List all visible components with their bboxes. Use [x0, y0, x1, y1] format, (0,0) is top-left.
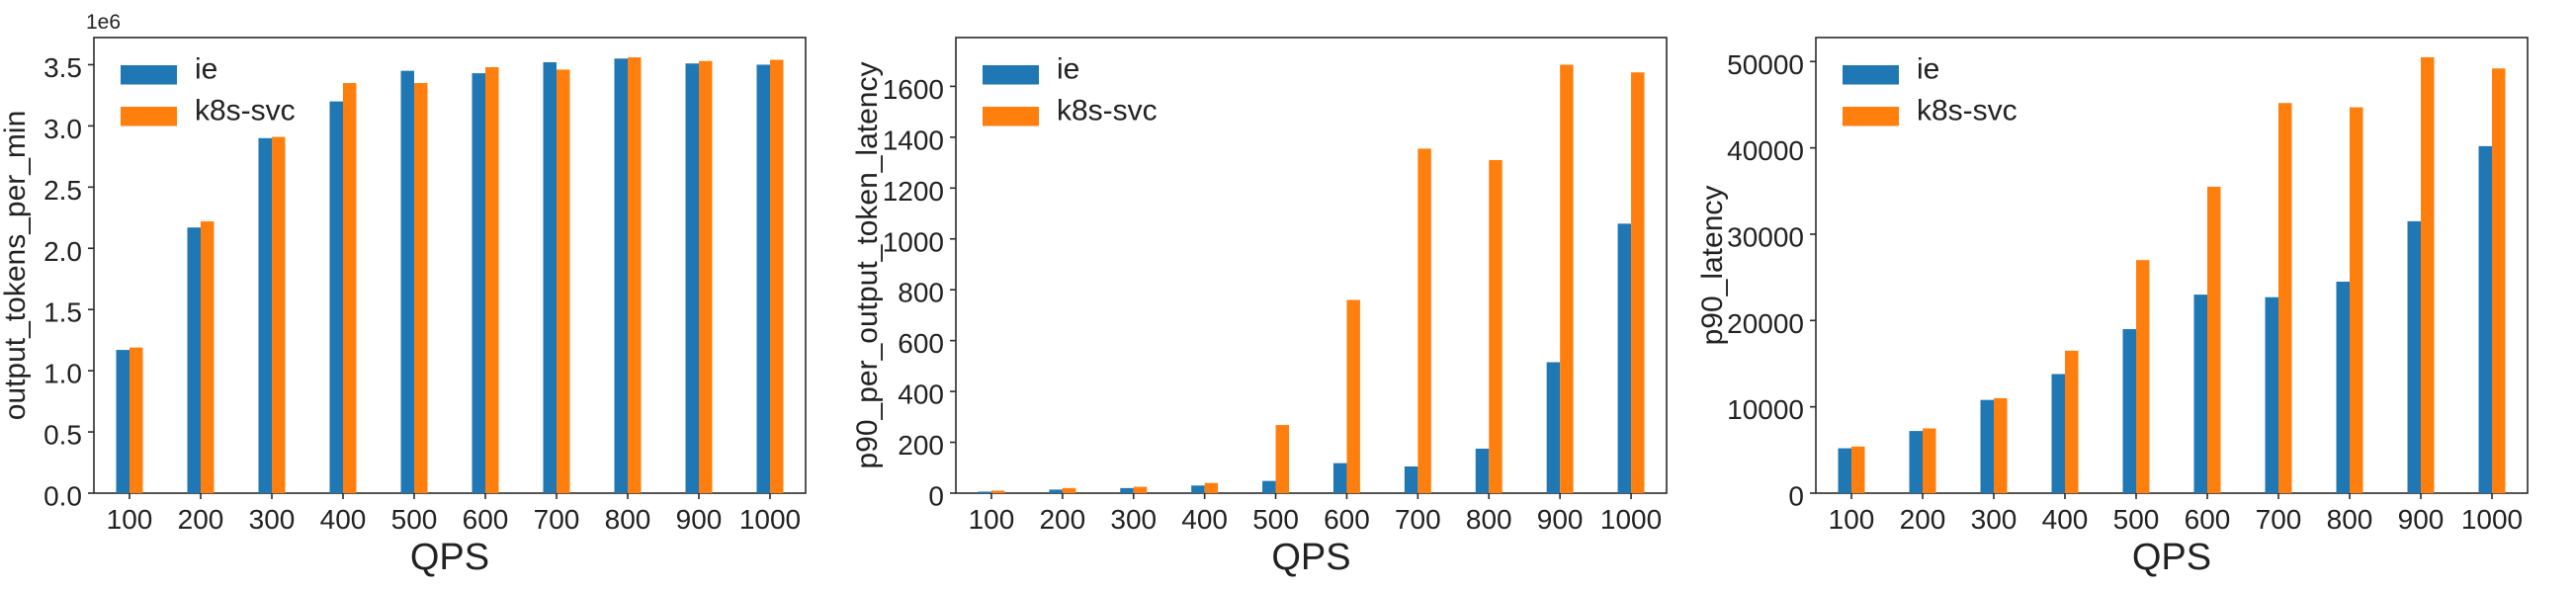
svg-text:0: 0 — [1788, 481, 1804, 512]
svg-text:1e6: 1e6 — [86, 11, 121, 34]
svg-text:100: 100 — [1829, 504, 1875, 535]
svg-text:300: 300 — [249, 504, 296, 535]
svg-text:10000: 10000 — [1727, 394, 1804, 425]
svg-text:1400: 1400 — [883, 125, 944, 155]
svg-text:ie: ie — [1917, 53, 1939, 86]
svg-text:1.0: 1.0 — [43, 359, 82, 389]
svg-text:30000: 30000 — [1727, 221, 1804, 252]
svg-text:400: 400 — [898, 379, 944, 410]
svg-text:900: 900 — [1537, 504, 1584, 535]
svg-text:800: 800 — [898, 278, 944, 308]
svg-text:ie: ie — [1057, 53, 1079, 86]
svg-text:200: 200 — [1900, 504, 1946, 535]
svg-text:1200: 1200 — [883, 176, 944, 207]
svg-text:800: 800 — [2327, 504, 2373, 535]
svg-text:600: 600 — [898, 328, 944, 359]
svg-text:k8s-svc: k8s-svc — [195, 95, 296, 127]
svg-text:p90_latency: p90_latency — [1696, 186, 1729, 346]
svg-text:1000: 1000 — [739, 504, 801, 535]
svg-text:40000: 40000 — [1727, 135, 1804, 166]
svg-text:200: 200 — [898, 430, 944, 461]
svg-text:500: 500 — [1252, 504, 1299, 535]
svg-text:0: 0 — [928, 481, 944, 512]
svg-text:3.0: 3.0 — [43, 114, 82, 144]
svg-text:600: 600 — [2185, 504, 2231, 535]
svg-text:300: 300 — [1971, 504, 2018, 535]
svg-text:2.5: 2.5 — [43, 175, 82, 206]
svg-text:700: 700 — [1395, 504, 1441, 535]
svg-text:900: 900 — [2398, 504, 2445, 535]
svg-text:QPS: QPS — [410, 537, 489, 578]
svg-text:p90_per_output_token_latency: p90_per_output_token_latency — [851, 61, 884, 468]
svg-text:100: 100 — [107, 504, 153, 535]
svg-text:400: 400 — [320, 504, 367, 535]
svg-text:ie: ie — [195, 53, 217, 86]
svg-text:800: 800 — [605, 504, 651, 535]
svg-text:0.0: 0.0 — [43, 481, 82, 512]
svg-text:1000: 1000 — [2461, 504, 2523, 535]
svg-text:100: 100 — [969, 504, 1015, 535]
svg-text:20000: 20000 — [1727, 308, 1804, 339]
svg-text:200: 200 — [178, 504, 224, 535]
svg-text:1000: 1000 — [883, 226, 944, 257]
svg-text:output_tokens_per_min: output_tokens_per_min — [0, 111, 32, 421]
svg-text:k8s-svc: k8s-svc — [1057, 95, 1158, 127]
svg-text:800: 800 — [1466, 504, 1512, 535]
svg-text:600: 600 — [1324, 504, 1370, 535]
svg-text:500: 500 — [391, 504, 438, 535]
svg-text:700: 700 — [534, 504, 580, 535]
svg-text:0.5: 0.5 — [43, 420, 82, 451]
svg-text:700: 700 — [2256, 504, 2302, 535]
svg-text:600: 600 — [463, 504, 509, 535]
svg-text:200: 200 — [1039, 504, 1085, 535]
svg-text:400: 400 — [1181, 504, 1228, 535]
svg-text:500: 500 — [2113, 504, 2160, 535]
svg-text:k8s-svc: k8s-svc — [1917, 95, 2018, 127]
svg-text:3.5: 3.5 — [43, 52, 82, 83]
svg-text:QPS: QPS — [2132, 537, 2211, 578]
svg-text:300: 300 — [1110, 504, 1157, 535]
svg-text:900: 900 — [676, 504, 723, 535]
svg-text:2.0: 2.0 — [43, 236, 82, 267]
svg-text:1.5: 1.5 — [43, 297, 82, 328]
svg-text:1000: 1000 — [1600, 504, 1662, 535]
svg-text:50000: 50000 — [1727, 49, 1804, 80]
svg-text:1600: 1600 — [883, 74, 944, 105]
svg-text:QPS: QPS — [1271, 537, 1350, 578]
svg-text:400: 400 — [2042, 504, 2089, 535]
